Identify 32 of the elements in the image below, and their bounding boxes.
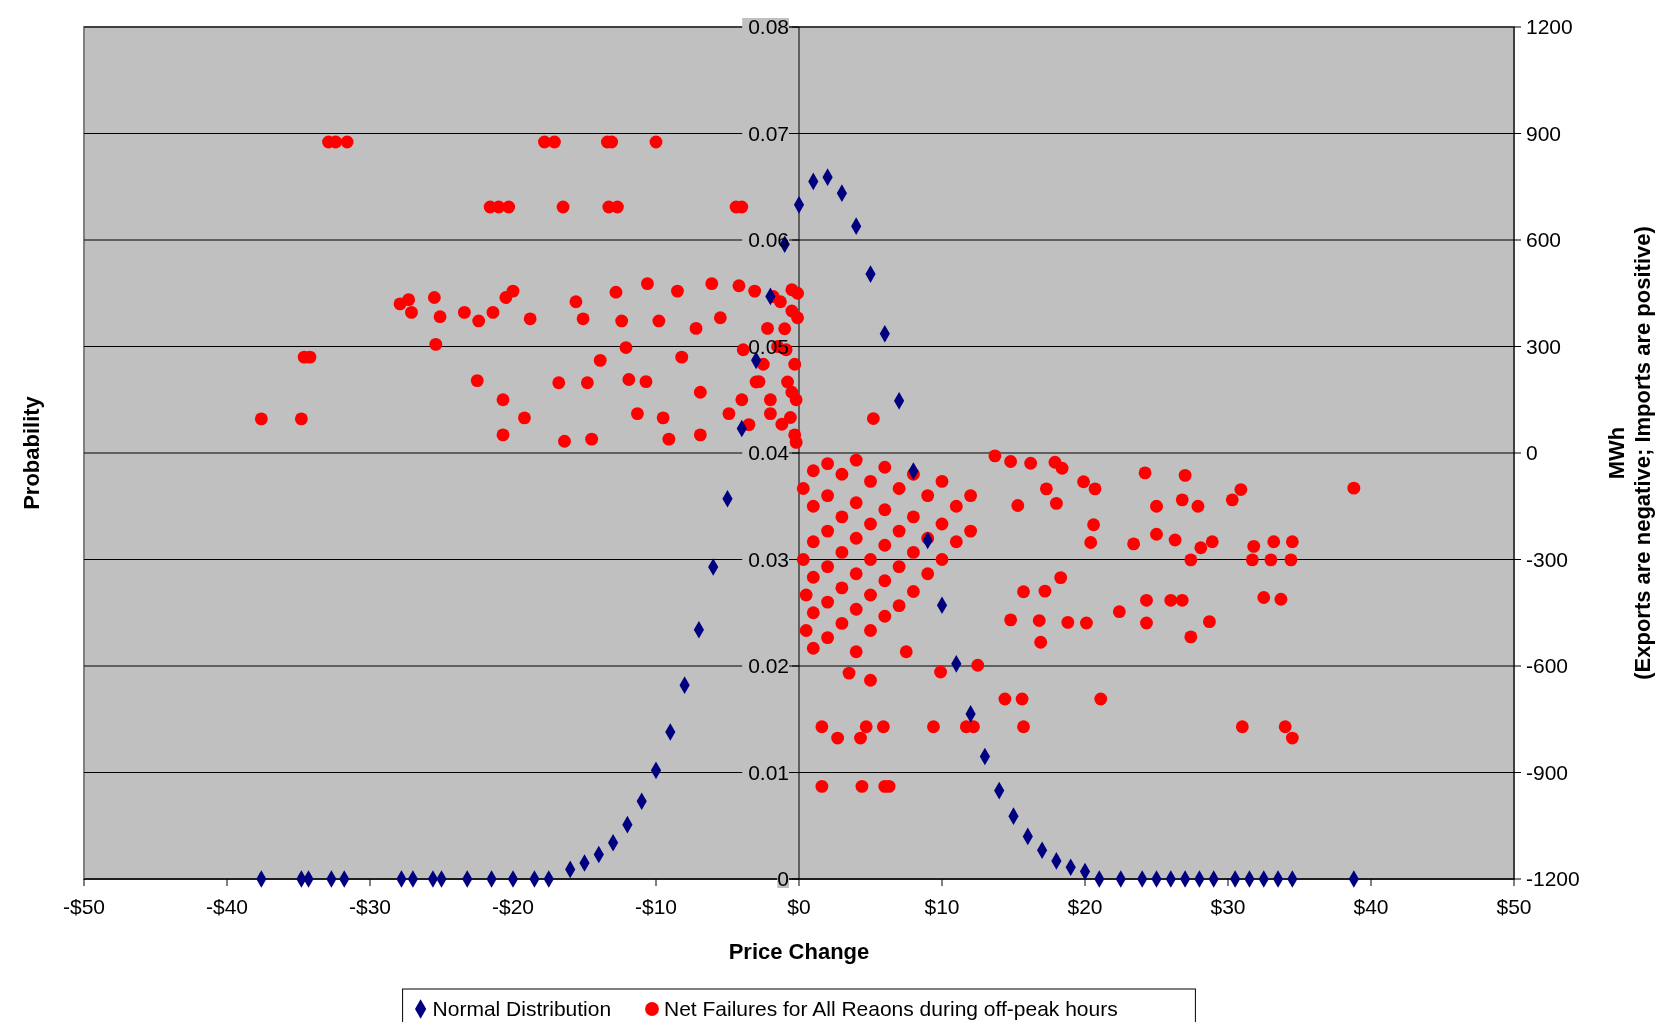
x-tick-label: -$20	[491, 895, 535, 918]
x-tick-label: $40	[1353, 895, 1389, 918]
x-tick-label: $10	[924, 895, 960, 918]
y2-tick-label: -1200	[1526, 867, 1580, 890]
y2-axis-title: MWh (Exports are negative; Imports are positive)	[1604, 226, 1655, 680]
y2-tick-label: 600	[1526, 228, 1562, 251]
y-tick-label: 0.02	[748, 654, 789, 677]
y2-tick-label: 900	[1526, 121, 1562, 145]
y-tick-label: 0.04	[748, 441, 790, 464]
legend-label: Normal Distribution	[432, 997, 612, 1020]
x-axis-title: Price Change	[728, 939, 870, 964]
x-tick-label: $30	[1210, 895, 1246, 918]
y2-tick-label: -600	[1526, 654, 1569, 677]
y2-tick-label: 1200	[1526, 15, 1573, 38]
x-tick-label: -$50	[62, 895, 106, 918]
x-tick-label: -$30	[348, 895, 392, 918]
x-tick-label: -$40	[205, 895, 249, 918]
y-axis-title: Probability	[19, 395, 44, 510]
x-tick-label: $0	[787, 895, 811, 918]
y-tick-label: 0	[777, 867, 789, 890]
y2-tick-label: -900	[1526, 760, 1569, 784]
y2-tick-label: 300	[1526, 334, 1562, 358]
y2-tick-label: -300	[1526, 547, 1569, 571]
y2-tick-label: 0	[1526, 441, 1538, 464]
y-tick-label: 0.03	[748, 547, 789, 571]
x-tick-label: -$10	[634, 895, 678, 918]
y-tick-label: 0.08	[748, 15, 789, 38]
y-tick-label: 0.01	[748, 760, 789, 784]
x-tick-label: $50	[1496, 895, 1532, 918]
x-tick-label: $20	[1067, 895, 1103, 918]
y-tick-label: 0.07	[748, 121, 789, 145]
legend-label: Net Failures for All Reaons during off-peak hours	[664, 997, 1118, 1020]
